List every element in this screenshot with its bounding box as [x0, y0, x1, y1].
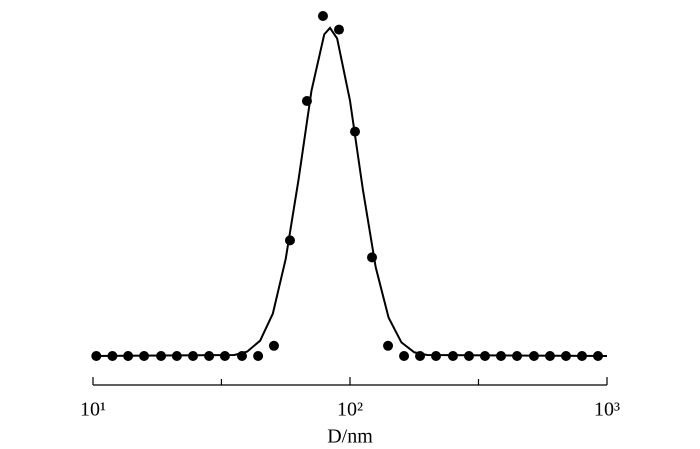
x-tick-label: 10³ [594, 399, 620, 421]
x-tick-label: 10¹ [80, 399, 106, 421]
data-point [268, 340, 279, 351]
x-axis-label: D/nm [327, 426, 373, 448]
x-tick-label: 10² [337, 399, 363, 421]
data-point [333, 24, 344, 35]
data-point [383, 340, 394, 351]
data-point [317, 11, 328, 21]
data-point [253, 351, 264, 361]
data-point [399, 351, 410, 361]
fit-curve [92, 26, 608, 357]
